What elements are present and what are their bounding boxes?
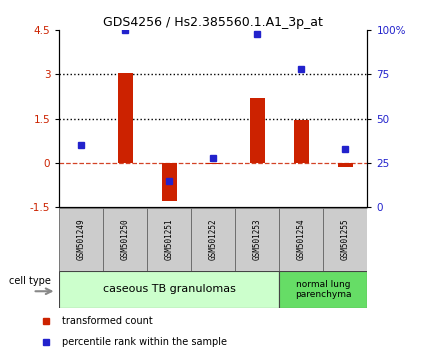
- Bar: [250, 98, 265, 163]
- Text: GSM501254: GSM501254: [297, 218, 306, 260]
- Bar: [103, 208, 147, 271]
- Bar: [59, 271, 279, 308]
- Text: GSM501255: GSM501255: [341, 218, 350, 260]
- Bar: [118, 73, 133, 163]
- Bar: [279, 208, 323, 271]
- Text: normal lung
parenchyma: normal lung parenchyma: [295, 280, 352, 299]
- Text: transformed count: transformed count: [62, 316, 153, 326]
- Title: GDS4256 / Hs2.385560.1.A1_3p_at: GDS4256 / Hs2.385560.1.A1_3p_at: [103, 16, 323, 29]
- Bar: [323, 208, 367, 271]
- Bar: [191, 208, 235, 271]
- Bar: [161, 163, 177, 201]
- Bar: [206, 163, 221, 164]
- Bar: [279, 271, 367, 308]
- Text: GSM501250: GSM501250: [121, 218, 130, 260]
- Text: cell type: cell type: [9, 276, 51, 286]
- Bar: [338, 163, 353, 167]
- Text: GSM501252: GSM501252: [209, 218, 218, 260]
- Text: GSM501251: GSM501251: [165, 218, 174, 260]
- Bar: [235, 208, 279, 271]
- Text: caseous TB granulomas: caseous TB granulomas: [103, 284, 236, 295]
- Text: percentile rank within the sample: percentile rank within the sample: [62, 337, 227, 348]
- Text: GSM501253: GSM501253: [253, 218, 262, 260]
- Text: GSM501249: GSM501249: [77, 218, 86, 260]
- Bar: [294, 120, 309, 163]
- Bar: [59, 208, 103, 271]
- Bar: [147, 208, 191, 271]
